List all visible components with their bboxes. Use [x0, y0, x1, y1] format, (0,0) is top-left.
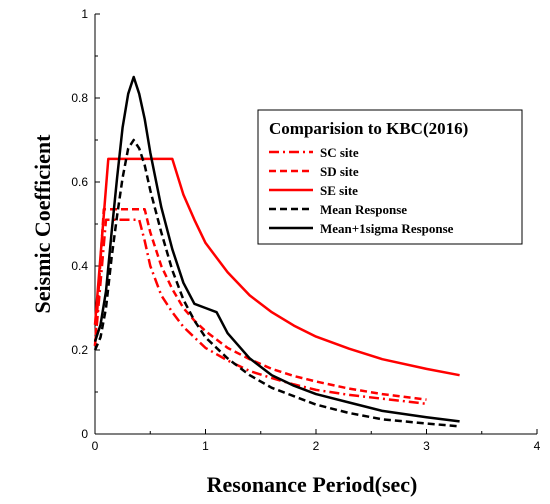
x-axis-title: Resonance Period(sec) [207, 472, 418, 497]
legend-items: SC site SD site SE site Mean Response Mean+1… [269, 145, 454, 236]
y-tick-label: 0.2 [71, 343, 88, 357]
x-tick-label: 3 [423, 439, 430, 453]
series-line-2 [93, 208, 427, 401]
y-tick-label: 0 [81, 427, 88, 441]
x-tick-label: 4 [534, 439, 541, 453]
y-tick-label: 0.8 [71, 91, 88, 105]
y-tick-label: 1 [81, 7, 88, 21]
legend-box [257, 109, 523, 245]
legend-title: Comparision to KBC(2016) [269, 119, 468, 138]
y-tick-label: 0.4 [71, 259, 88, 273]
legend-label-1: SC site [320, 145, 359, 160]
x-tick-label: 2 [313, 439, 320, 453]
legend-label-2: SD site [320, 164, 359, 179]
x-tick-label: 1 [202, 439, 209, 453]
axes: 0 0.2 0.4 0.6 0.8 1 0 1 2 3 4 [71, 7, 540, 453]
y-axis-title: Seismic Coefficient [30, 134, 55, 314]
series-line-4 [93, 138, 460, 428]
y-tick-label: 0.6 [71, 175, 88, 189]
legend-label-3: SE site [320, 183, 358, 198]
series-line-3 [93, 157, 460, 377]
plot-area [93, 75, 460, 428]
legend-label-5: Mean+1sigma Response [320, 221, 454, 236]
legend-label-4: Mean Response [320, 202, 407, 217]
x-tick-label: 0 [92, 439, 99, 453]
series-line-5 [93, 75, 460, 423]
series-line-1 [93, 218, 427, 406]
